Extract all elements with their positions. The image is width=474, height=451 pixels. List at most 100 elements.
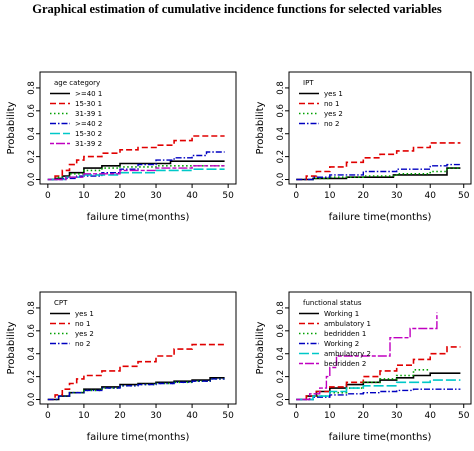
y-tick-label: 0.0 [27,173,37,187]
y-tick-label: 0.2 [27,370,37,384]
legend-entry: no 2 [324,120,339,128]
x-tick-label: 20 [358,191,370,201]
y-tick-label: 0.4 [276,127,286,141]
y-axis-label: Probability [6,321,17,374]
legend-entry: yes 1 [324,90,343,98]
legend-entry: no 1 [75,320,90,328]
x-tick-label: 40 [425,411,437,421]
y-tick-label: 0.6 [27,324,37,338]
y-tick-label: 0.8 [27,81,37,95]
legend-entry: Working 2 [324,340,359,348]
series-line-4 [47,378,225,401]
x-tick-label: 10 [324,411,336,421]
x-tick-label: 20 [114,411,126,421]
x-tick-label: 30 [150,411,162,421]
series-line-2 [296,142,461,181]
chart-panel-4: 0 10 20 30 40 50 0.0 0.2 0.4 0.6 0.8 failure time(m… [255,291,472,443]
x-tick-label: 40 [186,411,198,421]
x-axis-label: failure time(months) [329,432,432,443]
legend-entry: >=40 2 [75,120,102,128]
x-tick-label: 20 [358,411,370,421]
x-tick-label: 50 [458,191,470,201]
chart-panel-2: 0 10 20 30 40 50 0.0 0.2 0.4 0.6 0.8 failure time(m… [255,71,472,223]
series-line-1 [296,167,461,181]
x-tick-label: 10 [324,191,336,201]
x-tick-label: 30 [391,411,403,421]
y-tick-label: 0.8 [276,81,286,95]
legend-entry: >=40 1 [75,90,102,98]
x-axis-label: failure time(months) [329,212,432,223]
y-tick-label: 0.0 [27,393,37,407]
legend-entry: bedridden 2 [324,360,366,368]
legend-title: IPT [303,79,314,87]
plot-frame [39,291,237,405]
legend-entry: bedridden 1 [324,330,366,338]
y-tick-label: 0.6 [27,104,37,118]
y-tick-label: 0.2 [276,150,286,164]
series-line-3 [296,167,461,181]
y-tick-label: 0.6 [276,324,286,338]
legend-entry: 31-39 1 [75,110,102,118]
series-line-3 [47,165,225,181]
legend-entry: no 1 [324,100,339,108]
y-tick-label: 0.2 [276,370,286,384]
x-tick-label: 50 [458,411,470,421]
y-tick-label: 0.6 [276,104,286,118]
y-axis-label: Probability [255,321,266,374]
series-line-4 [296,388,461,401]
legend-entry: ambulatory 2 [324,350,371,358]
y-tick-label: 0.0 [276,393,286,407]
y-tick-label: 0.4 [276,347,286,361]
x-tick-label: 0 [45,411,51,421]
legend-title: age category [54,79,100,87]
x-tick-label: 0 [293,411,299,421]
y-tick-label: 0.4 [27,127,37,141]
plot-frame [39,71,237,185]
legend-entry: yes 2 [75,330,94,338]
legend-title: CPT [54,299,68,307]
x-axis-label: failure time(months) [87,432,190,443]
plot-frame [288,291,472,405]
chart-panel-3: 0 10 20 30 40 50 0.0 0.2 0.4 0.6 0.8 failure time(m… [6,291,237,443]
y-tick-label: 0.2 [27,150,37,164]
series-line-2 [296,346,461,401]
x-tick-label: 20 [114,191,126,201]
legend-entry: yes 2 [324,110,343,118]
y-axis-label: Probability [255,101,266,154]
series-line-6 [296,312,438,401]
legend-entry: ambulatory 1 [324,320,371,328]
y-tick-label: 0.4 [27,347,37,361]
x-tick-label: 10 [78,411,90,421]
x-tick-label: 0 [293,191,299,201]
plot-frame [288,71,472,185]
legend-entry: 15-30 1 [75,100,102,108]
series-line-2 [47,135,225,181]
legend-entry: no 2 [75,340,90,348]
series-line-2 [47,343,225,401]
y-tick-label: 0.8 [276,301,286,315]
y-tick-label: 0.0 [276,173,286,187]
y-axis-label: Probability [6,101,17,154]
x-axis-label: failure time(months) [87,212,190,223]
x-tick-label: 50 [222,191,234,201]
series-line-5 [296,379,461,401]
legend-entry: yes 1 [75,310,94,318]
legend-entry: 31-39 2 [75,140,102,148]
x-tick-label: 50 [222,411,234,421]
x-tick-label: 40 [425,191,437,201]
figure-title: Graphical estimation of cumulative incid… [32,2,442,16]
series-line-4 [296,163,462,181]
legend-title: functional status [303,299,362,307]
x-tick-label: 30 [150,191,162,201]
legend-entry: Working 1 [324,310,359,318]
x-tick-label: 0 [45,191,51,201]
chart-panel-1: 0 10 20 30 40 50 0.0 0.2 0.4 0.6 0.8 failure time(m… [6,71,237,223]
x-tick-label: 30 [391,191,403,201]
y-tick-label: 0.8 [27,301,37,315]
legend-entry: 15-30 2 [75,130,102,138]
x-tick-label: 10 [78,191,90,201]
series-line-6 [47,165,225,181]
series-line-3 [47,378,225,401]
x-tick-label: 40 [186,191,198,201]
